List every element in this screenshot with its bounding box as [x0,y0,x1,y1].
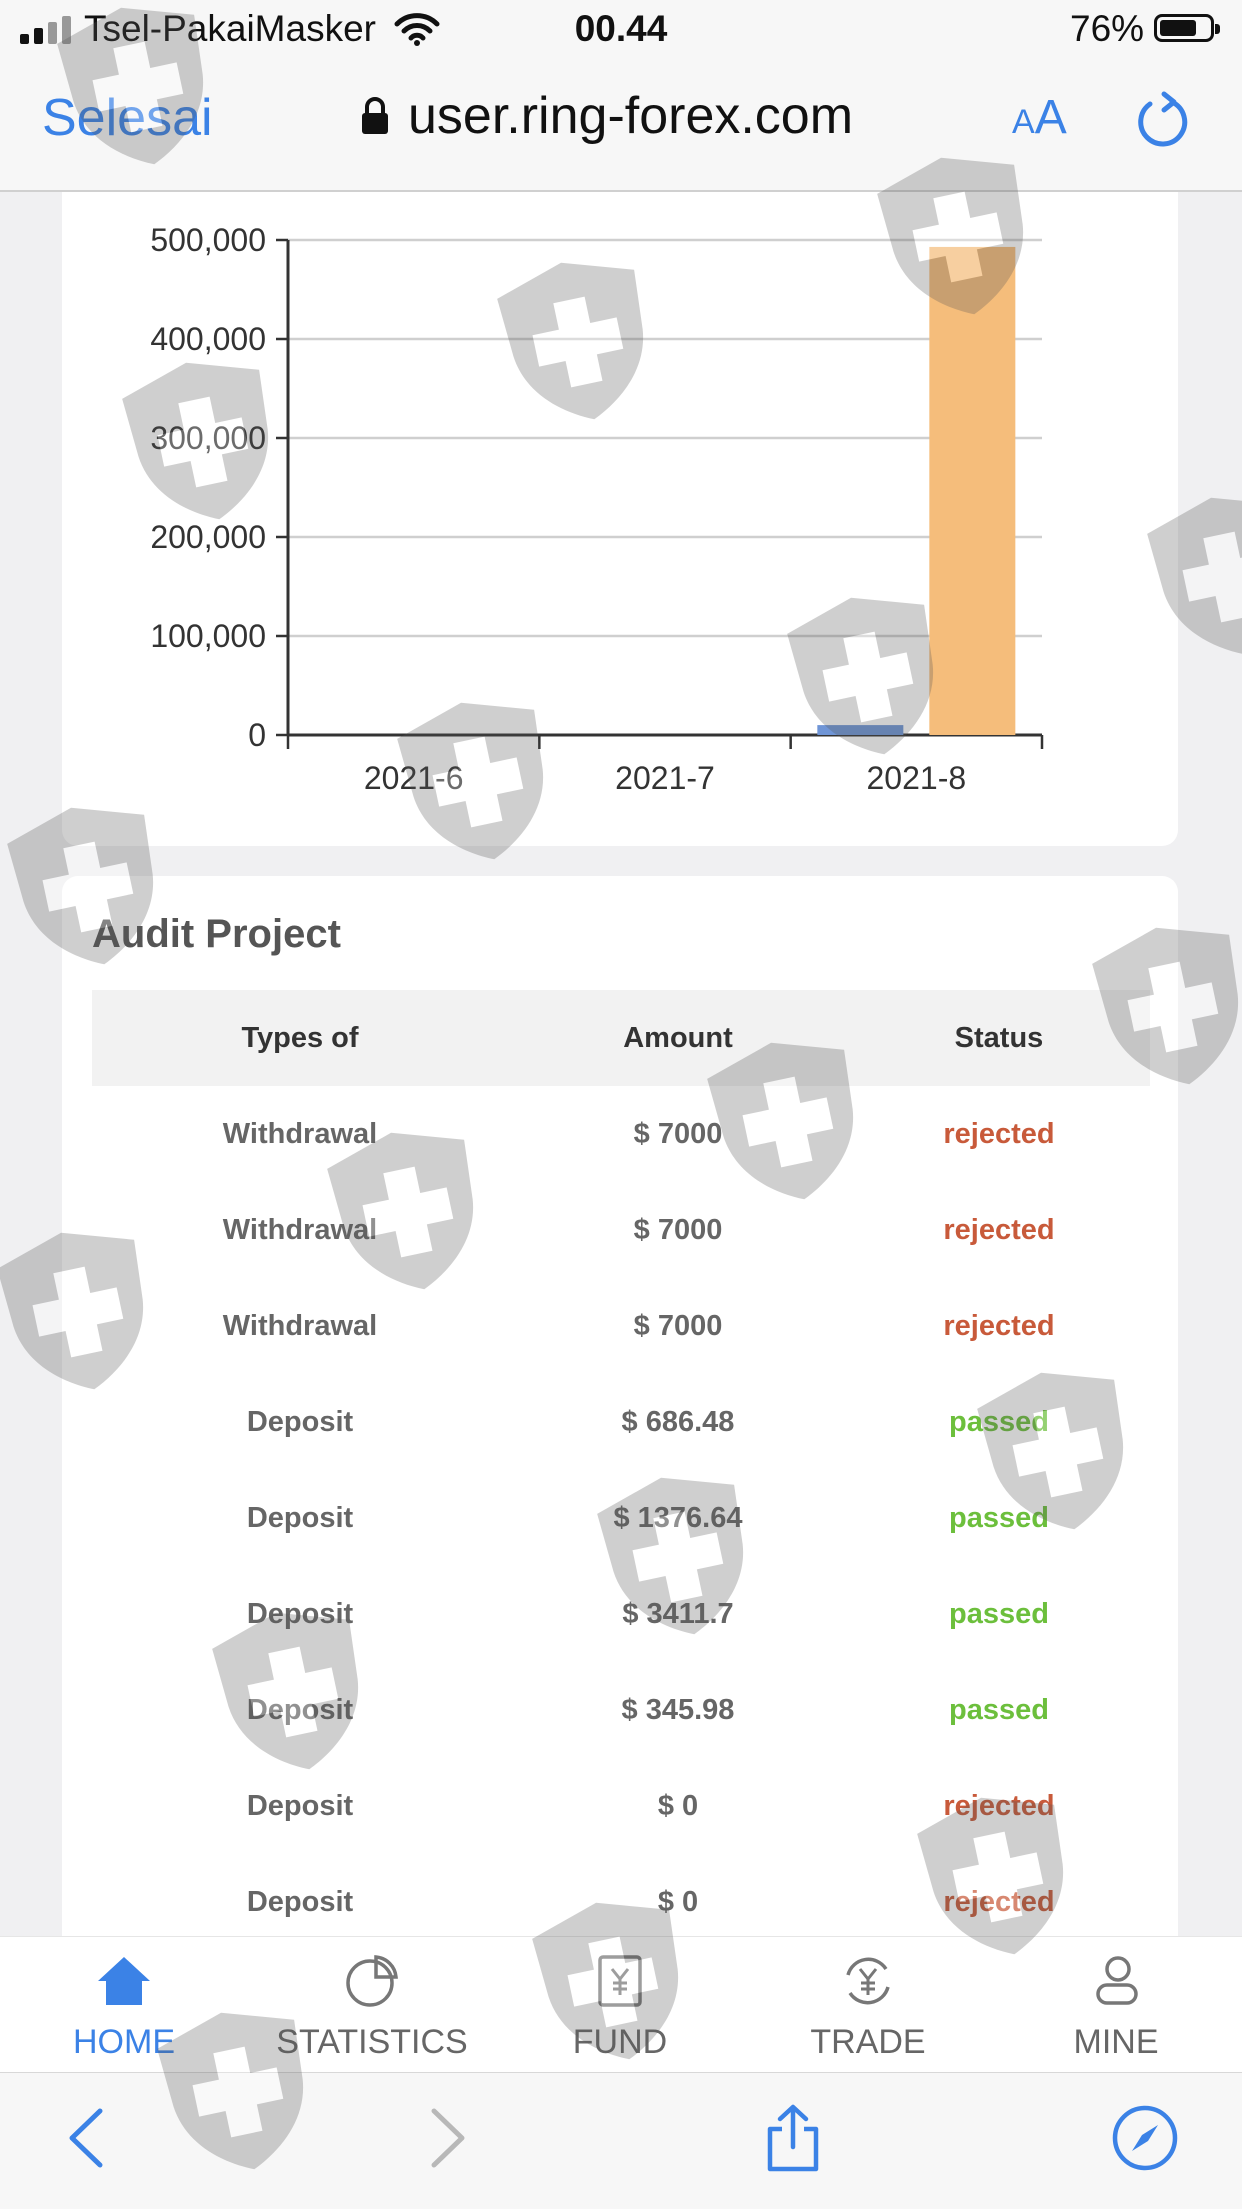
tab-label: FUND [572,2023,668,2061]
tab-label: HOME [73,2023,175,2061]
tab-fund[interactable]: FUND [496,1937,744,2073]
row-amount: $ 0 [657,1885,699,1918]
row-status: rejected [943,1309,1055,1342]
y-tick-label: 200,000 [150,519,266,555]
audit-card: Audit Project Types of Amount Status Wit… [62,876,1178,1936]
row-type: Deposit [246,1789,354,1822]
y-tick-label: 500,000 [150,222,266,258]
reload-icon[interactable] [1134,90,1190,150]
row-status: passed [949,1405,1049,1438]
yen-exchange-icon [846,1957,890,2005]
tab-trade[interactable]: TRADE [744,1937,992,2073]
url-text: user.ring-forex.com [408,87,854,145]
table-row: Deposit $ 0 rejected [92,1854,1150,1950]
row-amount: $ 7000 [633,1309,723,1342]
row-type: Deposit [246,1693,354,1726]
row-amount: $ 686.48 [621,1405,735,1438]
row-type: Deposit [246,1597,354,1630]
battery-icon [1154,14,1220,42]
y-tick-label: 300,000 [150,420,266,456]
y-tick-label: 100,000 [150,618,266,654]
carrier-name: Tsel-PakaiMasker [84,8,376,49]
table-row: Deposit $ 686.48 passed [92,1374,1150,1470]
user-icon [1096,1956,1138,2005]
fund-icon [598,1955,642,2007]
row-amount: $ 345.98 [621,1693,735,1726]
row-type: Deposit [246,1501,354,1534]
home-icon [98,1957,150,2005]
text-size-small-a: A [1012,103,1035,141]
row-status: rejected [943,1885,1055,1918]
row-amount: $ 1376.64 [613,1501,743,1534]
tab-label: TRADE [810,2023,926,2061]
column-header-type: Types of [241,1021,359,1054]
table-row: Deposit $ 0 rejected [92,1758,1150,1854]
audit-title: Audit Project [92,912,341,956]
bar-chart: 0 100,000 200,000 300,000 400,000 500,000 2021… [150,222,1044,796]
bar [817,725,904,735]
x-tick-label: 2021-7 [615,760,715,796]
row-amount: $ 7000 [633,1213,723,1246]
status-bar: Tsel-PakaiMasker 00.44 76% [0,0,1242,60]
row-type: Deposit [246,1405,354,1438]
x-tick-label: 2021-8 [867,760,967,796]
back-icon[interactable] [54,2103,124,2173]
browser-top-bar: Selesai user.ring-forex.com AA [0,60,1242,192]
y-tick-label: 400,000 [150,321,266,357]
row-amount: $ 3411.7 [622,1597,734,1630]
tab-statistics[interactable]: STATISTICS [248,1937,496,2073]
row-amount: $ 0 [657,1789,699,1822]
forward-icon[interactable] [410,2103,480,2173]
compass-icon[interactable] [1110,2103,1180,2173]
table-row: Withdrawal $ 7000 rejected [92,1086,1150,1182]
share-icon[interactable] [758,2103,828,2173]
address-bar[interactable]: user.ring-forex.com [360,86,853,146]
chart-card: 0 100,000 200,000 300,000 400,000 500,000 2021… [62,192,1178,846]
battery-fill [1160,20,1196,36]
row-status: rejected [943,1117,1055,1150]
column-header-status: Status [954,1021,1044,1054]
tab-home[interactable]: HOME [0,1937,248,2073]
row-type: Deposit [246,1885,354,1918]
text-size-button[interactable]: AA [1012,90,1067,145]
row-status: rejected [943,1213,1055,1246]
signal-icon [20,16,71,44]
app-tab-bar: HOME STATISTICS FUND TRADE MINE [0,1936,1242,2073]
audit-table: Types of Amount Status Withdrawal $ 7000… [92,990,1150,1950]
row-type: Withdrawal [222,1117,378,1150]
tab-label: STATISTICS [276,2023,468,2061]
battery-percent: 76% [1070,8,1145,49]
x-tick-label: 2021-6 [364,760,464,796]
bar [929,246,1016,735]
table-row: Deposit $ 3411.7 passed [92,1566,1150,1662]
tab-label: MINE [1073,2023,1159,2061]
row-type: Withdrawal [222,1213,378,1246]
browser-toolbar [0,2072,1242,2209]
column-header-amount: Amount [623,1021,733,1054]
table-row: Withdrawal $ 7000 rejected [92,1278,1150,1374]
text-size-large-a: A [1034,91,1067,144]
table-row: Deposit $ 345.98 passed [92,1662,1150,1758]
clock: 00.44 [574,8,668,49]
row-amount: $ 7000 [633,1117,723,1150]
wifi-icon [394,13,440,46]
table-row: Deposit $ 1376.64 passed [92,1470,1150,1566]
table-row: Withdrawal $ 7000 rejected [92,1182,1150,1278]
row-status: passed [949,1597,1049,1630]
tab-mine[interactable]: MINE [992,1937,1240,2073]
pie-chart-icon [346,1955,398,2007]
lock-icon [362,97,388,134]
row-status: passed [949,1693,1049,1726]
row-status: passed [949,1501,1049,1534]
row-type: Withdrawal [222,1309,378,1342]
table-header: Types of Amount Status [92,990,1150,1086]
row-status: rejected [943,1789,1055,1822]
y-tick-label: 0 [248,717,266,753]
done-button[interactable]: Selesai [42,89,213,147]
